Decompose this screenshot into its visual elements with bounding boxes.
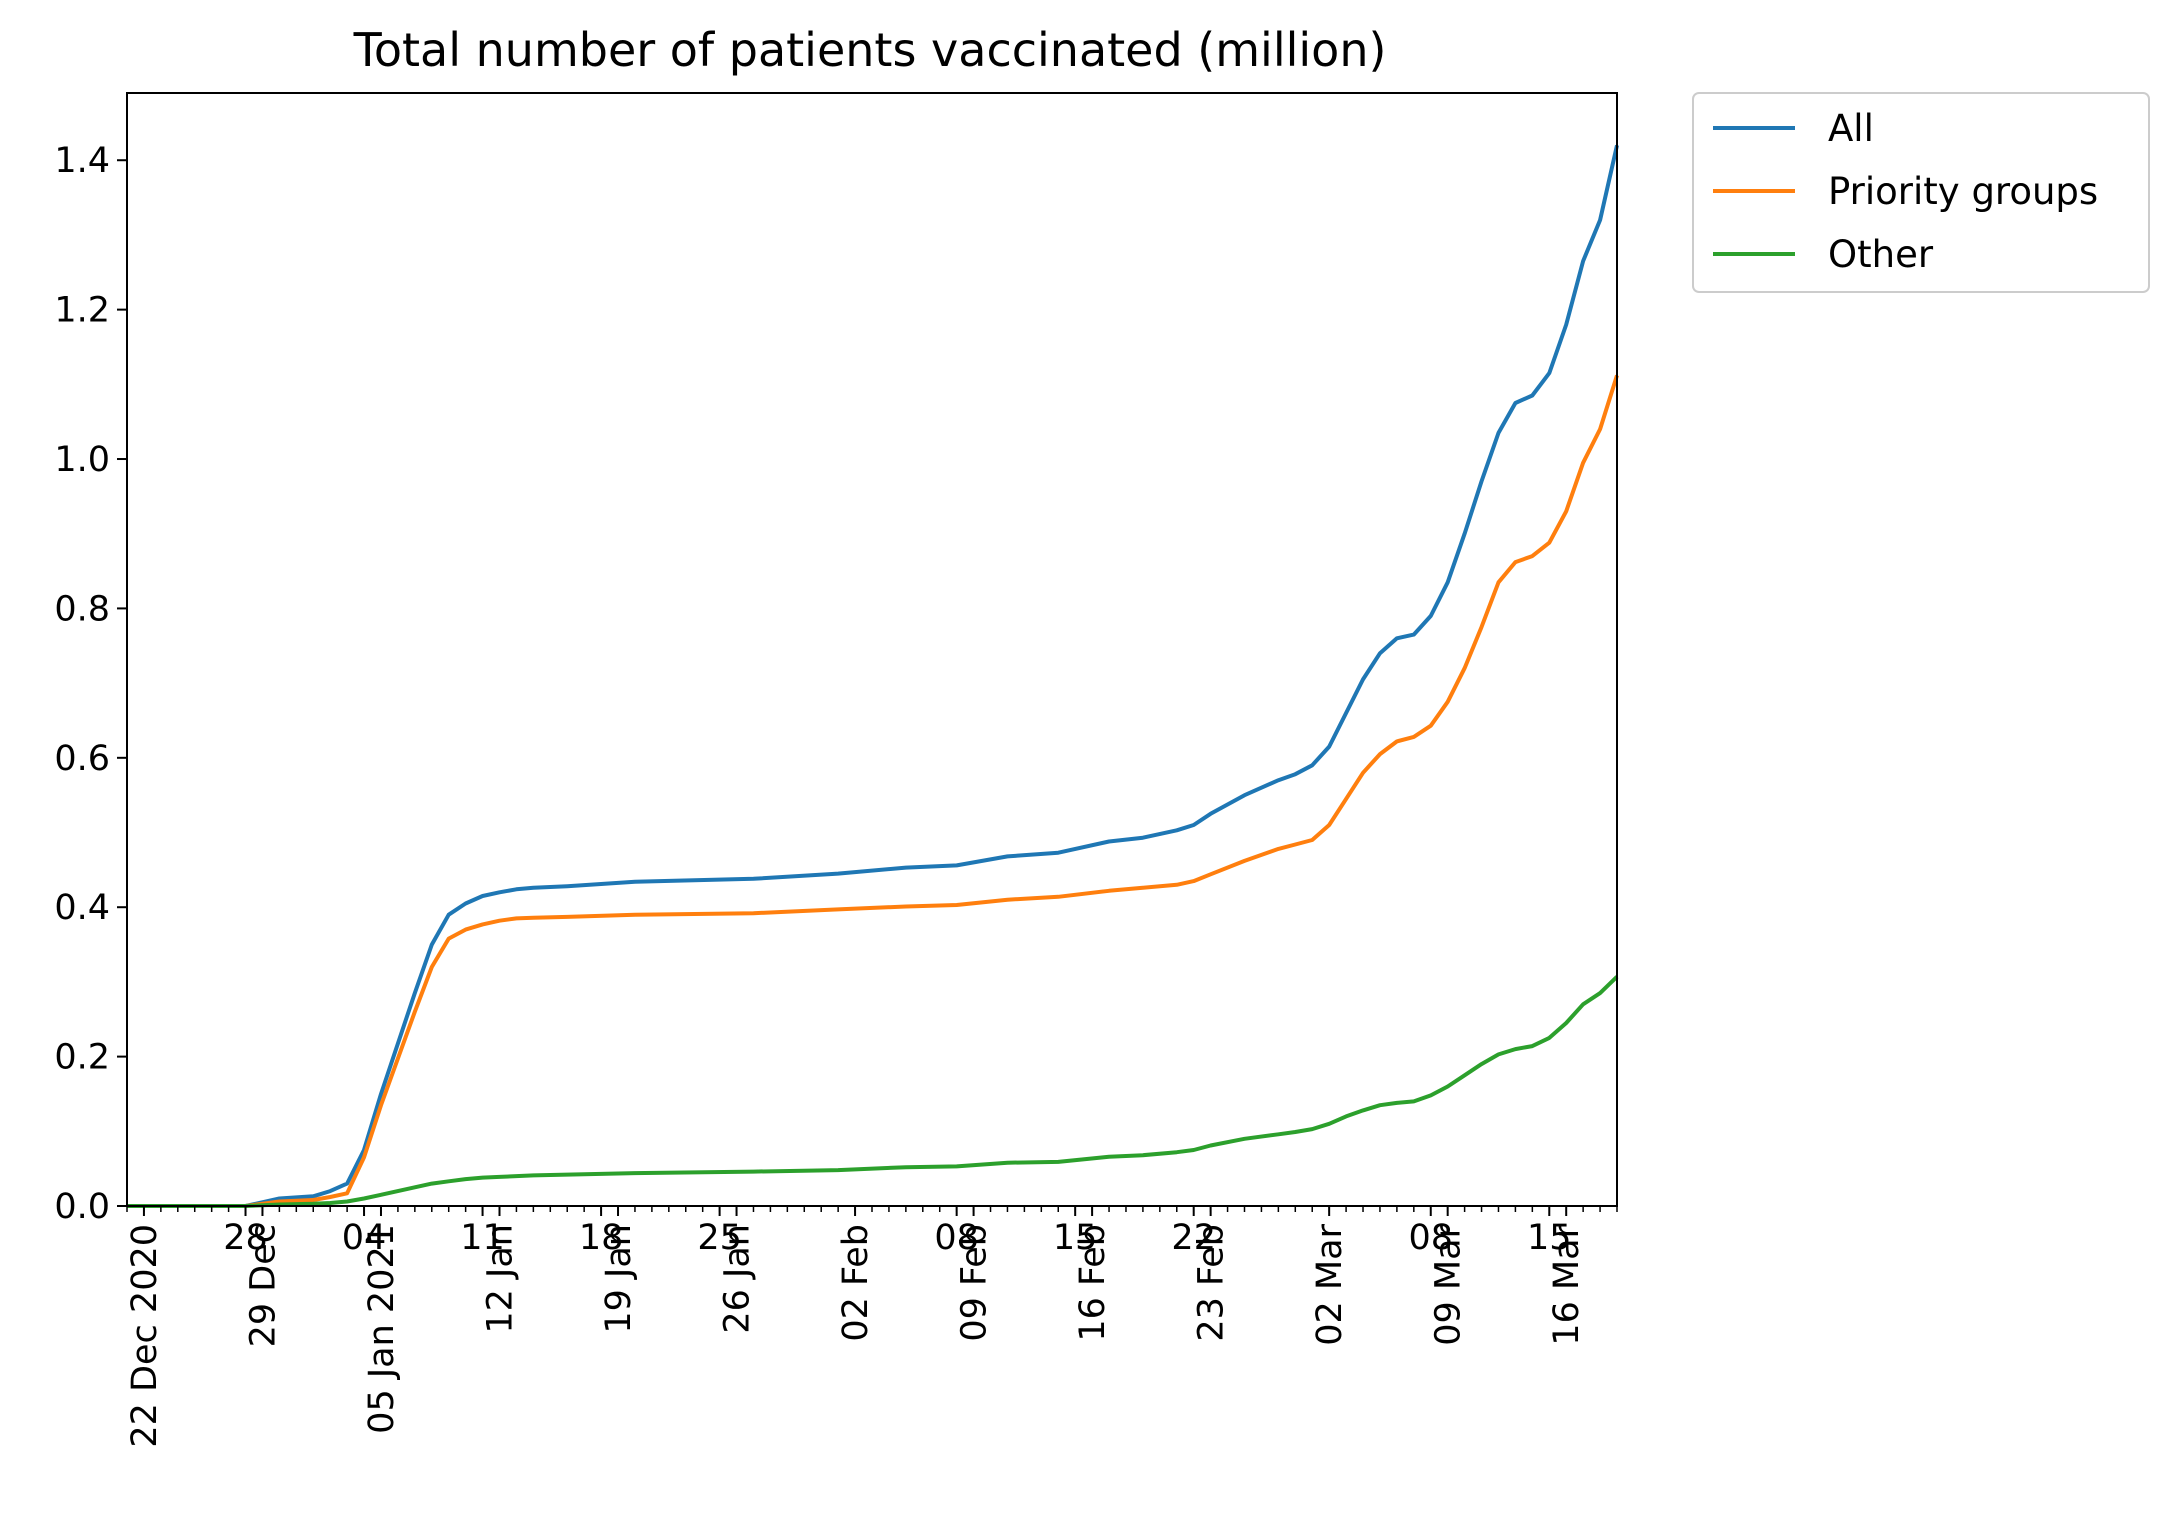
x-overlay-label: 25 <box>697 1218 742 1258</box>
x-overlay-label: 11 <box>460 1218 505 1258</box>
chart-title: Total number of patients vaccinated (mil… <box>353 23 1387 77</box>
series-line-priority-groups <box>127 374 1619 1208</box>
y-tick-label: 1.2 <box>54 291 110 331</box>
x-axis: 22 Dec 2020 29 Dec 05 Jan 2021 12 Jan 19 Jan… <box>125 1206 1618 1448</box>
x-tick-label: 23 Feb <box>1192 1224 1232 1342</box>
x-tick-label: 05 Jan 2021 <box>362 1224 402 1434</box>
x-tick-label: 16 Mar <box>1547 1223 1587 1345</box>
y-tick-label: 1.4 <box>54 141 110 181</box>
y-tick-label: 1.0 <box>54 440 110 480</box>
legend-label-other: Other <box>1828 233 1934 276</box>
x-overlay-label: 15 <box>1527 1218 1572 1258</box>
x-tick-label: 22 Dec 2020 <box>125 1224 165 1448</box>
x-overlay-label: 22 <box>1171 1218 1216 1258</box>
legend-label-all: All <box>1828 107 1874 150</box>
plot-frame <box>126 92 1618 1207</box>
y-tick-label: 0.4 <box>54 888 110 928</box>
x-tick-label: 19 Jan <box>599 1224 639 1334</box>
x-tick-label: 02 Feb <box>836 1224 876 1342</box>
x-tick-label: 29 Dec <box>243 1224 283 1347</box>
x-tick-label: 09 Mar <box>1429 1223 1469 1345</box>
x-tick-label: 02 Mar <box>1310 1223 1350 1345</box>
x-overlay-label: 08 <box>1408 1218 1453 1258</box>
x-overlay-label: 04 <box>342 1218 387 1258</box>
y-tick-label: 0.0 <box>54 1187 110 1227</box>
y-axis: 0.0 0.2 0.4 0.6 0.8 1.0 1.2 1.4 <box>54 141 127 1227</box>
y-tick-label: 0.2 <box>54 1038 110 1078</box>
y-tick-label: 0.8 <box>54 589 110 629</box>
series-line-other <box>127 975 1619 1208</box>
legend-label-priority-groups: Priority groups <box>1828 170 2098 213</box>
series-layer <box>127 144 1619 1208</box>
x-tick-label: 16 Feb <box>1073 1224 1113 1342</box>
x-tick-label: 12 Jan <box>481 1224 521 1334</box>
x-overlay-label: 08 <box>934 1218 979 1258</box>
series-line-all <box>127 144 1619 1208</box>
x-overlay-label: 18 <box>579 1218 624 1258</box>
legend-frame <box>1692 92 2150 293</box>
x-tick-label: 26 Jan <box>718 1224 758 1334</box>
x-tick-label: 09 Feb <box>955 1224 995 1342</box>
x-overlay-label: 28 <box>223 1218 268 1258</box>
x-overlay-label: 15 <box>1053 1218 1098 1258</box>
y-tick-label: 0.6 <box>54 739 110 779</box>
legend: All Priority groups Other <box>1692 92 2150 293</box>
